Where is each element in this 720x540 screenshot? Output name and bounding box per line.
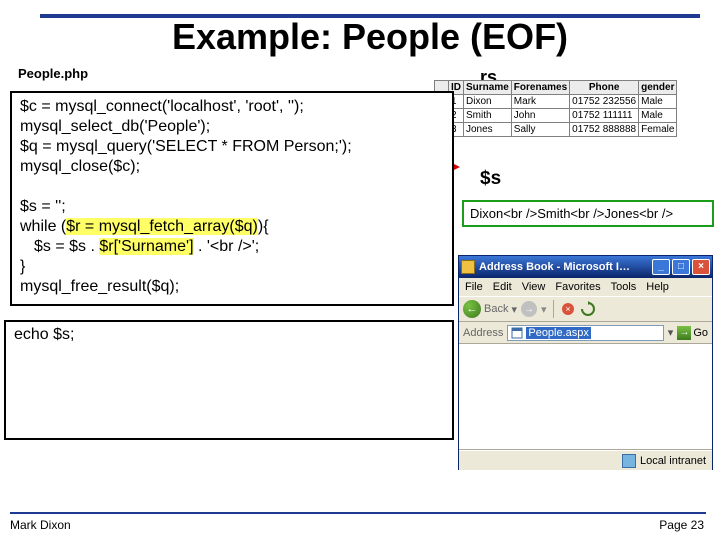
address-label: Address [463, 327, 503, 339]
bottom-rule [10, 512, 706, 514]
window-title: Address Book - Microsoft I… [479, 261, 630, 273]
table-row: 22SmithJohn01752 111111Male [435, 109, 677, 123]
maximize-button[interactable]: □ [672, 259, 690, 275]
menu-edit[interactable]: Edit [493, 281, 512, 293]
code-line: $c = mysql_connect('localhost', 'root', … [20, 98, 304, 115]
table-row: 33JonesSally01752 888888Female [435, 123, 677, 137]
code-block-1: $c = mysql_connect('localhost', 'root', … [10, 91, 454, 306]
code-highlight: $r = mysql_fetch_array($q) [66, 218, 258, 235]
table-row: 11DixonMark01752 232556Male [435, 95, 677, 109]
menu-help[interactable]: Help [646, 281, 669, 293]
code-line: mysql_select_db('People'); [20, 118, 210, 135]
browser-window: Address Book - Microsoft I… _ □ × File E… [458, 255, 713, 470]
dropdown-icon: ▾ [541, 303, 547, 316]
browser-toolbar: ← Back ▾ → ▾ × [459, 296, 712, 322]
go-label: Go [693, 327, 708, 339]
code-line: . '<br />'; [194, 238, 260, 255]
code-line: while ( [20, 218, 66, 235]
label-dollar-s: $s [480, 168, 501, 190]
menu-tools[interactable]: Tools [611, 281, 637, 293]
dropdown-icon[interactable]: ▾ [668, 326, 674, 339]
address-value: People.aspx [526, 327, 591, 339]
col-phone: Phone [570, 81, 639, 95]
footer-author: Mark Dixon [10, 518, 71, 532]
col-gender: gender [639, 81, 677, 95]
browser-addressbar: Address People.aspx ▾ → Go [459, 322, 712, 344]
output-box: Dixon<br />Smith<br />Jones<br /> [462, 200, 714, 227]
col-forenames: Forenames [511, 81, 569, 95]
code-line: $s = $s . [34, 238, 99, 255]
label-filename: People.php [18, 66, 88, 81]
close-button[interactable]: × [692, 259, 710, 275]
code-block-2: echo $s; [4, 320, 454, 440]
browser-titlebar: Address Book - Microsoft I… _ □ × [459, 256, 712, 278]
footer-page: Page 23 [659, 518, 704, 532]
recordset-table: ID Surname Forenames Phone gender 11Dixo… [434, 80, 677, 137]
go-button[interactable]: → Go [677, 326, 708, 340]
status-text: Local intranet [640, 455, 706, 467]
intranet-icon [622, 454, 636, 468]
menu-favorites[interactable]: Favorites [555, 281, 600, 293]
code-highlight: $r['Surname'] [99, 238, 193, 255]
browser-statusbar: Local intranet [459, 450, 712, 470]
menu-view[interactable]: View [522, 281, 546, 293]
col-surname: Surname [464, 81, 512, 95]
code-line: } [20, 258, 25, 275]
code-line: echo $s; [14, 326, 74, 343]
slide-title: Example: People (EOF) [40, 16, 700, 58]
toolbar-separator [553, 300, 554, 318]
menu-file[interactable]: File [465, 281, 483, 293]
address-input[interactable]: People.aspx [507, 325, 663, 341]
code-line: mysql_free_result($q); [20, 278, 179, 295]
book-icon [461, 260, 475, 274]
code-line: $q = mysql_query('SELECT * FROM Person;'… [20, 138, 352, 155]
browser-menubar: File Edit View Favorites Tools Help [459, 278, 712, 296]
code-line: mysql_close($c); [20, 158, 140, 175]
back-arrow-icon: ← [463, 300, 481, 318]
svg-text:×: × [565, 304, 570, 314]
code-line: ){ [258, 218, 269, 235]
back-button[interactable]: ← Back ▾ [463, 300, 517, 318]
stop-icon[interactable]: × [560, 301, 576, 317]
back-label: Back [484, 303, 508, 315]
page-icon [511, 327, 523, 339]
browser-content [459, 344, 712, 450]
minimize-button[interactable]: _ [652, 259, 670, 275]
dropdown-icon: ▾ [511, 303, 517, 316]
go-arrow-icon: → [677, 326, 691, 340]
refresh-icon[interactable] [580, 301, 596, 317]
table-header-row: ID Surname Forenames Phone gender [435, 81, 677, 95]
forward-button[interactable]: → [521, 301, 537, 317]
code-line: $s = ''; [20, 198, 66, 215]
